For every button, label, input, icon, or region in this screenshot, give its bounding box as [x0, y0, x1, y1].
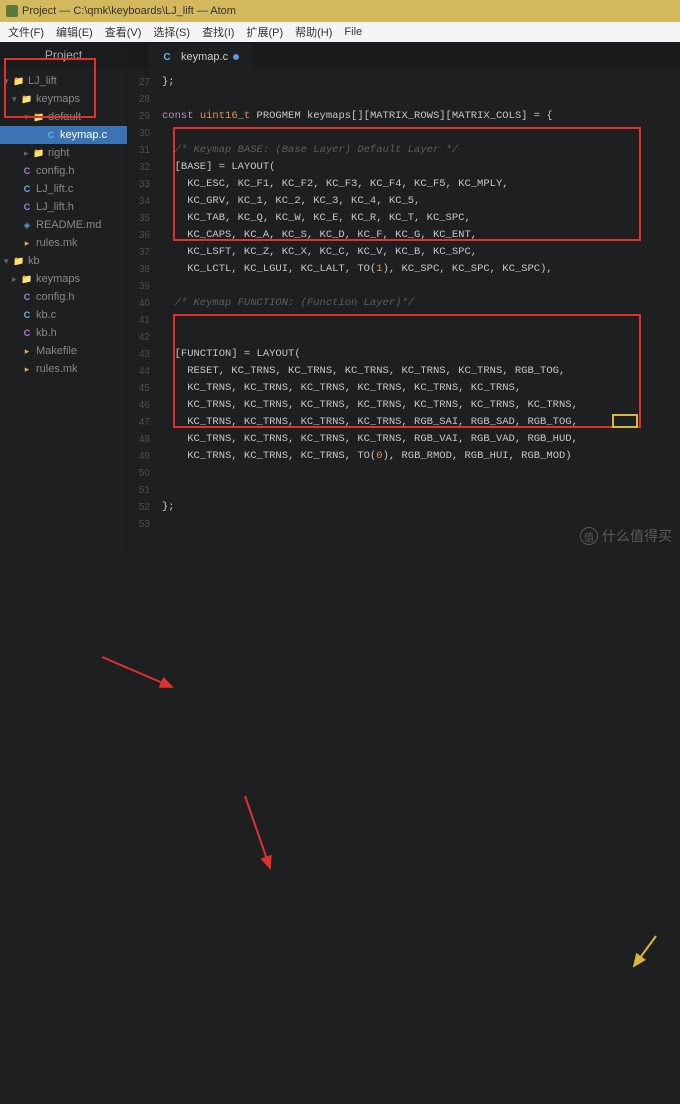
tree-label: config.h [36, 291, 75, 303]
h-icon: C [22, 202, 32, 212]
folder-icon: 📁 [22, 274, 32, 284]
tree-item[interactable]: ▸ Makefile [0, 342, 127, 360]
tree-label: right [48, 147, 69, 159]
c-file-icon: C [162, 52, 172, 62]
tree-label: Makefile [36, 345, 77, 357]
tree-item[interactable]: ▸📁keymaps [0, 270, 127, 288]
menu-find[interactable]: 查找(I) [198, 24, 238, 40]
tree-label: rules.mk [36, 237, 78, 249]
tree-item[interactable]: Ckeymap.c [0, 126, 127, 144]
menu-file[interactable]: 文件(F) [4, 24, 48, 40]
tree-label: LJ_lift [28, 75, 57, 87]
menu-view[interactable]: 查看(V) [101, 24, 146, 40]
tree-item[interactable]: ▸ rules.mk [0, 360, 127, 378]
mk-icon: ▸ [22, 364, 32, 374]
tree-item[interactable]: Cconfig.h [0, 288, 127, 306]
project-header: Project [0, 42, 127, 68]
code-area[interactable]: 2728293031323334353637383940414243444546… [128, 70, 680, 552]
window-title: Project — C:\qmk\keyboards\LJ_lift — Ato… [22, 5, 236, 17]
c-icon: C [46, 130, 56, 140]
tree-label: keymaps [36, 273, 80, 285]
tree-label: kb.h [36, 327, 57, 339]
tree-item[interactable]: C LJ_lift.h [0, 198, 127, 216]
tree-label: config.h [36, 165, 75, 177]
line-gutter: 2728293031323334353637383940414243444546… [128, 70, 156, 552]
sidebar: Project ▾📁LJ_lift▾📁keymaps▾📁defaultCkeym… [0, 42, 128, 552]
annotation-arrows [0, 552, 680, 1104]
mk-icon: ▸ [22, 238, 32, 248]
tree-label: README.md [36, 219, 101, 231]
workspace: Project ▾📁LJ_lift▾📁keymaps▾📁defaultCkeym… [0, 42, 680, 552]
menu-help[interactable]: 帮助(H) [291, 24, 336, 40]
tree-item[interactable]: ▾📁default [0, 108, 127, 126]
tab-keymap-c[interactable]: C keymap.c [148, 44, 253, 70]
folder-icon: 📁 [14, 256, 24, 266]
app-icon [6, 5, 18, 17]
c-icon: C [22, 184, 32, 194]
menu-file2[interactable]: File [340, 26, 366, 38]
tree-item[interactable]: ▸📁right [0, 144, 127, 162]
h-icon: C [22, 328, 32, 338]
code-content[interactable]: }; const uint16_t PROGMEM keymaps[][MATR… [156, 70, 680, 552]
tab-label: keymap.c [181, 51, 228, 63]
tree-item[interactable]: ▸ rules.mk [0, 234, 127, 252]
modified-dot-icon [233, 54, 239, 60]
editor-area: C keymap.c 27282930313233343536373839404… [128, 42, 680, 552]
tree-label: LJ_lift.c [36, 183, 73, 195]
watermark-badge: 值 [580, 527, 598, 545]
folder-icon: 📁 [22, 94, 32, 104]
menu-edit[interactable]: 编辑(E) [52, 24, 97, 40]
folder-icon: 📁 [34, 112, 44, 122]
window-titlebar: Project — C:\qmk\keyboards\LJ_lift — Ato… [0, 0, 680, 22]
tree-label: LJ_lift.h [36, 201, 74, 213]
tree-item[interactable]: ▾📁kb [0, 252, 127, 270]
mk-icon: ▸ [22, 346, 32, 356]
watermark: 值 什么值得买 [580, 526, 672, 546]
menu-ext[interactable]: 扩展(P) [242, 24, 287, 40]
tree-item[interactable]: Cconfig.h [0, 162, 127, 180]
watermark-text: 什么值得买 [602, 526, 672, 546]
tree-label: keymaps [36, 93, 80, 105]
tree-item[interactable]: Ckb.c [0, 306, 127, 324]
tree-item[interactable]: C LJ_lift.c [0, 180, 127, 198]
menu-select[interactable]: 选择(S) [149, 24, 194, 40]
tree-label: kb [28, 255, 40, 267]
tabs: C keymap.c [128, 42, 680, 70]
tree-item[interactable]: ▾📁keymaps [0, 90, 127, 108]
menubar: 文件(F) 编辑(E) 查看(V) 选择(S) 查找(I) 扩展(P) 帮助(H… [0, 22, 680, 42]
h-icon: C [22, 292, 32, 302]
h-icon: C [22, 166, 32, 176]
tree-item[interactable]: ▾📁LJ_lift [0, 72, 127, 90]
file-tree[interactable]: ▾📁LJ_lift▾📁keymaps▾📁defaultCkeymap.c▸📁ri… [0, 68, 127, 552]
tree-item[interactable]: ◈ README.md [0, 216, 127, 234]
tree-item[interactable]: Ckb.h [0, 324, 127, 342]
tree-label: keymap.c [60, 129, 107, 141]
folder-icon: 📁 [34, 148, 44, 158]
md-icon: ◈ [22, 220, 32, 230]
tree-label: kb.c [36, 309, 56, 321]
tree-label: default [48, 111, 81, 123]
folder-icon: 📁 [14, 76, 24, 86]
c-icon: C [22, 310, 32, 320]
tree-label: rules.mk [36, 363, 78, 375]
